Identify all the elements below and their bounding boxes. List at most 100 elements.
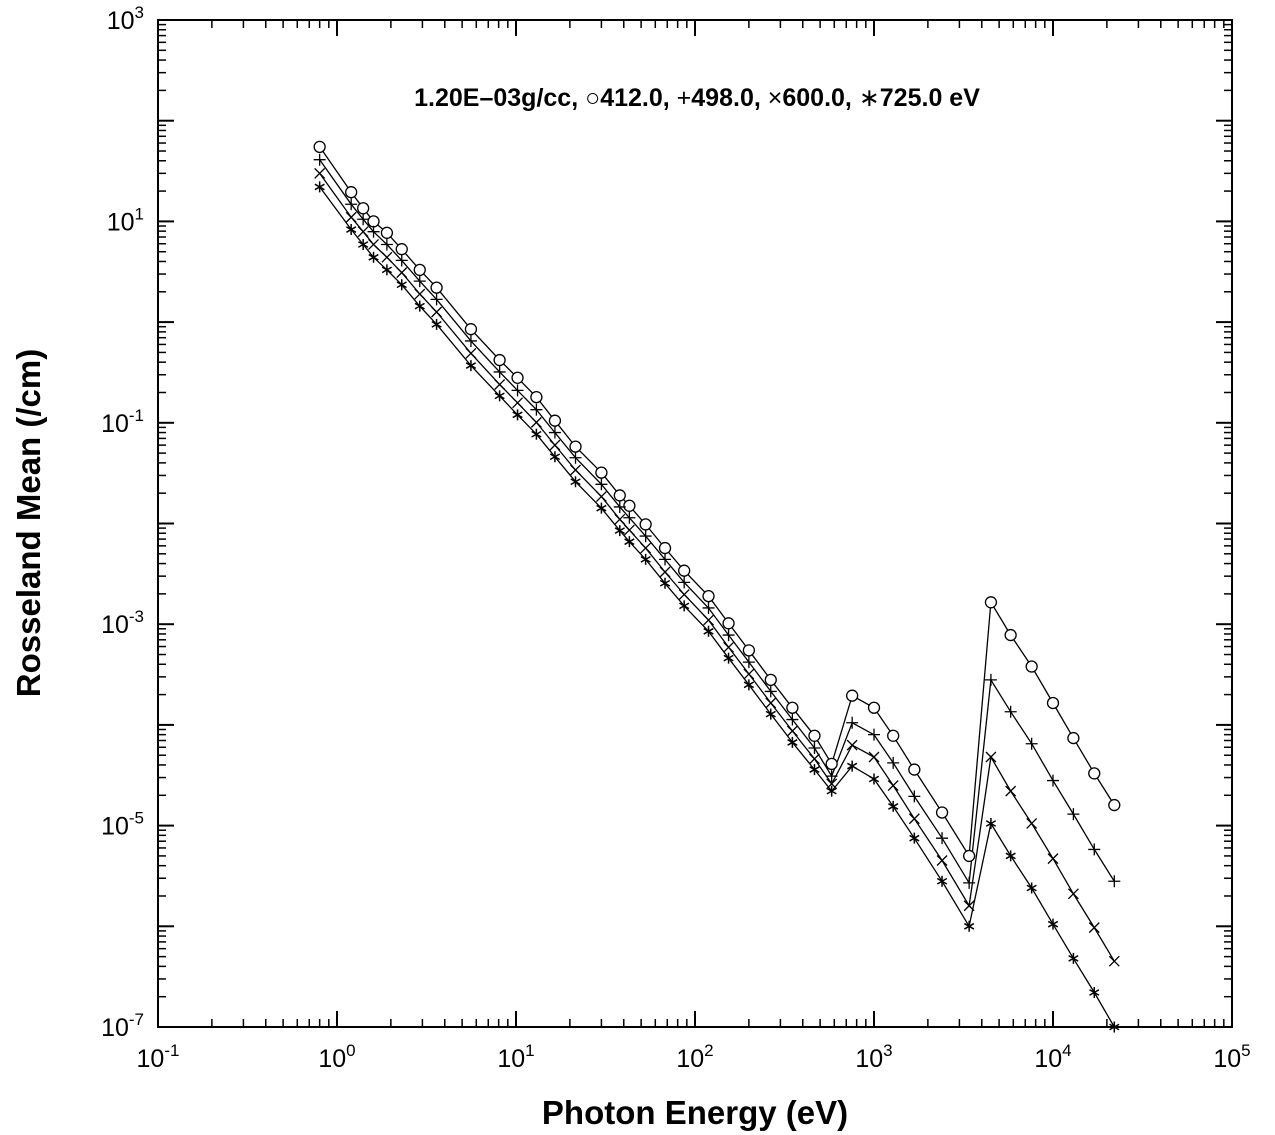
series-2-point <box>1088 843 1101 856</box>
series-2-point <box>936 832 949 845</box>
series-4-point <box>494 390 505 402</box>
series-4-point <box>531 428 542 440</box>
series-4-point <box>659 577 671 589</box>
series-lines <box>319 146 1115 1028</box>
series-4-point <box>368 251 379 263</box>
series-3-point <box>368 239 379 250</box>
series-4-point <box>826 785 837 797</box>
title-marker-2: + <box>677 84 692 112</box>
series-2-point <box>413 275 426 288</box>
series-2-point <box>313 153 326 166</box>
series-3-point <box>723 641 735 653</box>
series-line-1 <box>319 146 1115 858</box>
title-marker-4: ∗ <box>859 84 880 112</box>
series-4-point <box>512 409 523 421</box>
series-2-point <box>1047 774 1059 787</box>
series-3-point <box>1108 955 1120 967</box>
series-4-point <box>963 920 975 932</box>
series-2-point <box>569 451 582 464</box>
series-3-point <box>809 753 820 765</box>
series-2-point <box>395 254 408 267</box>
series-2-point <box>984 673 997 686</box>
x-axis-title: Photon Energy (eV) <box>542 1094 848 1131</box>
series-1-point <box>825 757 838 771</box>
series-3-point <box>826 778 838 790</box>
series-2-point <box>1108 875 1121 888</box>
series-4-point <box>1047 918 1059 930</box>
series-2-point <box>464 334 477 347</box>
series-4-point <box>985 817 997 829</box>
series-3-point <box>1005 785 1017 797</box>
series-4-point <box>381 264 393 276</box>
series-1-point <box>313 140 326 153</box>
series-3-point <box>1067 888 1079 900</box>
series-2-point <box>548 426 561 439</box>
series-3-point <box>357 226 369 238</box>
title-value-1: 412.0, <box>600 84 670 112</box>
series-2-point <box>908 790 921 803</box>
series-3-point <box>887 780 899 791</box>
series-1-point <box>430 281 443 294</box>
series-2-point <box>530 403 543 416</box>
series-3-point <box>396 267 408 279</box>
series-1-point <box>1108 798 1121 812</box>
y-tick-labels: 10-7 10-5 10-3 10-1 101 103 <box>101 3 144 1042</box>
series-3-point <box>936 855 948 866</box>
x-tick-label: 101 <box>497 1041 534 1073</box>
series-4-point <box>936 875 948 887</box>
series-4-point <box>346 224 357 236</box>
series-4-point <box>396 279 407 291</box>
series-1-point <box>380 226 394 239</box>
title-marker-1: ○ <box>585 84 600 112</box>
series-1-point <box>887 729 900 742</box>
title-value-2: 498.0, <box>691 84 761 112</box>
series-4-point <box>868 773 880 785</box>
series-1-point <box>493 353 506 367</box>
series-2-point <box>380 238 393 251</box>
series-1-point <box>935 806 949 819</box>
series-4-point <box>314 181 325 193</box>
series-1-point <box>678 564 691 577</box>
series-1-point <box>722 617 735 630</box>
series-2-point <box>493 365 506 378</box>
series-4-point <box>596 502 607 514</box>
series-3-point <box>623 524 635 536</box>
series-1-point <box>1046 696 1060 710</box>
series-3-point <box>314 167 326 179</box>
title-value-4: 725.0 eV <box>880 84 980 112</box>
series-3-point <box>345 211 357 223</box>
series-3-point <box>1047 853 1059 865</box>
series-2-point <box>511 384 524 397</box>
series-4-point <box>1109 1021 1120 1033</box>
title-marker-3: × <box>768 84 783 112</box>
series-3-point <box>786 725 798 737</box>
y-tick-label: 10-7 <box>101 1010 144 1042</box>
series-3-point <box>512 397 523 409</box>
y-tick-label: 103 <box>107 3 144 35</box>
series-4-point <box>1068 952 1079 964</box>
series-1-point <box>764 673 777 687</box>
y-tick-label: 10-1 <box>101 406 144 438</box>
series-3-point <box>570 464 581 476</box>
series-2-point <box>1025 737 1038 750</box>
series-3-point <box>963 900 975 912</box>
x-tick-label: 103 <box>855 1041 892 1073</box>
series-3-point <box>846 739 858 751</box>
x-tick-label: 10-1 <box>137 1041 180 1073</box>
series-2-point <box>846 716 859 729</box>
series-1-point <box>548 414 562 427</box>
series-2-point <box>786 713 799 726</box>
series-2-point <box>430 293 443 306</box>
series-2-point <box>808 741 821 754</box>
series-4-point <box>679 600 690 612</box>
series-3-point <box>743 668 755 680</box>
series-4-point <box>809 764 820 776</box>
chart-title: 1.20E–03g/cc, ○412.0, +498.0, ×600.0, ∗7… <box>414 84 980 112</box>
series-line-4 <box>319 186 1115 1028</box>
series-3-point <box>1088 922 1100 934</box>
series-1-point <box>1088 767 1101 780</box>
series-2-point <box>963 876 976 889</box>
series-4-point <box>431 318 442 330</box>
x-tick-label: 105 <box>1213 1041 1250 1073</box>
